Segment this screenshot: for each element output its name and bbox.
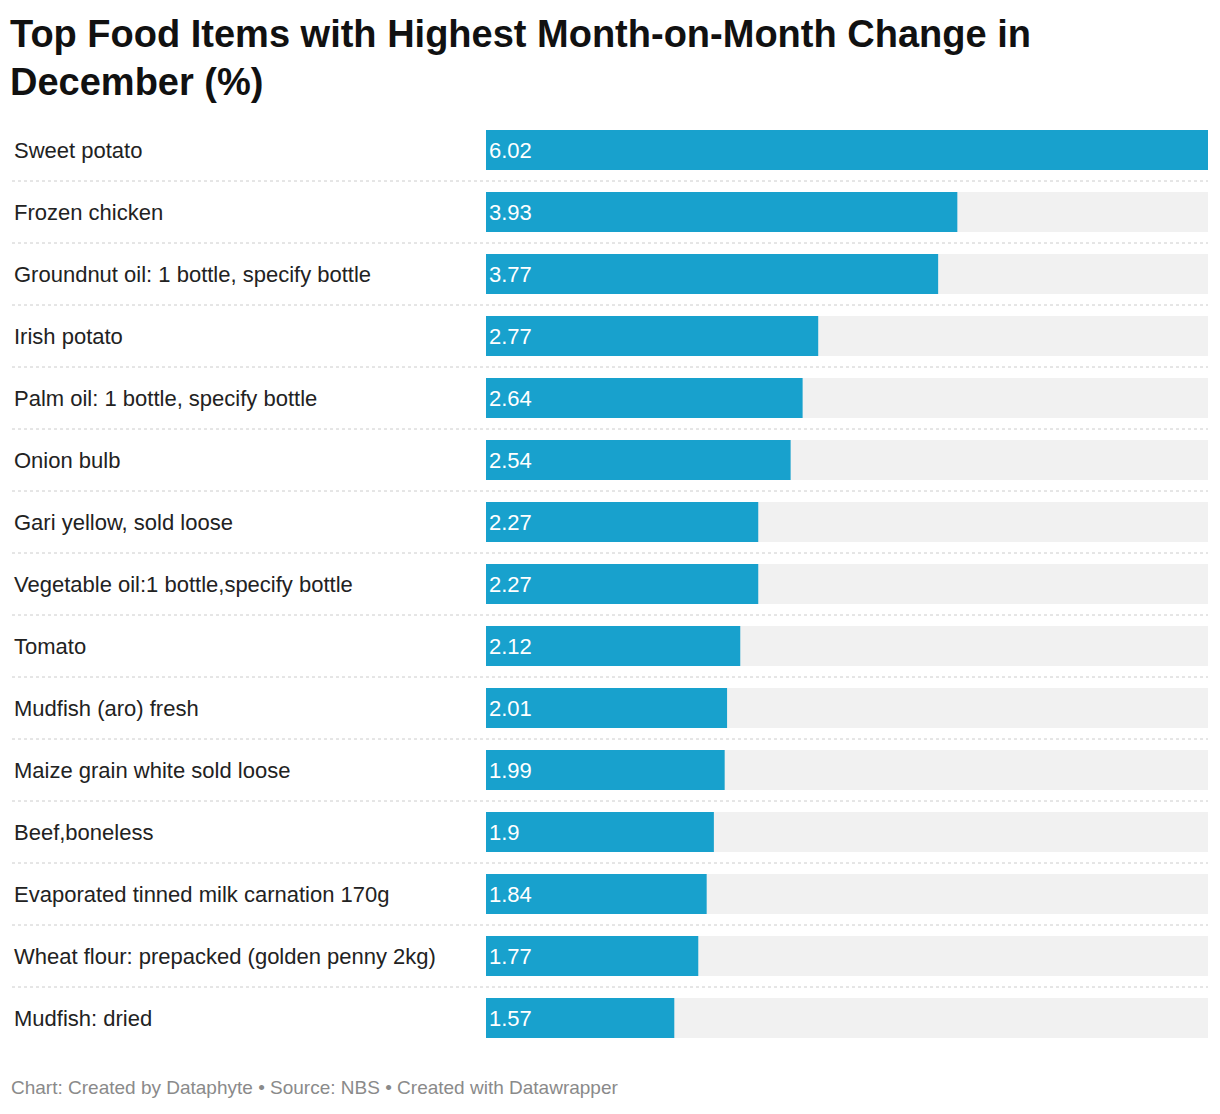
svg-text:Mudfish (aro) fresh: Mudfish (aro) fresh xyxy=(14,696,199,721)
svg-text:Gari yellow, sold loose: Gari yellow, sold loose xyxy=(14,510,233,535)
svg-text:2.77: 2.77 xyxy=(489,324,532,349)
svg-text:Palm oil: 1 bottle, specify bo: Palm oil: 1 bottle, specify bottle xyxy=(14,386,317,411)
svg-text:Maize grain white sold loose: Maize grain white sold loose xyxy=(14,758,290,783)
svg-text:1.57: 1.57 xyxy=(489,1006,532,1031)
svg-text:2.64: 2.64 xyxy=(489,386,532,411)
html-text:Top Food Items with Highest Mo: Top Food Items with Highest Month-on-Mon… xyxy=(10,13,1031,103)
html-text:Chart: Created by Dataphyte •: Chart: Created by Dataphyte • Source: NB… xyxy=(11,1077,618,1098)
svg-text:Mudfish: dried: Mudfish: dried xyxy=(14,1006,152,1031)
svg-text:2.01: 2.01 xyxy=(489,696,532,721)
svg-text:1.84: 1.84 xyxy=(489,882,532,907)
svg-text:Onion bulb: Onion bulb xyxy=(14,448,120,473)
svg-text:1.77: 1.77 xyxy=(489,944,532,969)
svg-text:2.12: 2.12 xyxy=(489,634,532,659)
svg-text:1.99: 1.99 xyxy=(489,758,532,783)
svg-text:Tomato: Tomato xyxy=(14,634,86,659)
svg-text:2.27: 2.27 xyxy=(489,572,532,597)
svg-text:2.54: 2.54 xyxy=(489,448,532,473)
svg-text:Sweet potato: Sweet potato xyxy=(14,138,142,163)
svg-text:3.93: 3.93 xyxy=(489,200,532,225)
svg-text:Frozen chicken: Frozen chicken xyxy=(14,200,163,225)
svg-text:Wheat flour: prepacked (golden: Wheat flour: prepacked (golden penny 2kg… xyxy=(14,944,436,969)
svg-text:Vegetable oil:1 bottle,specify: Vegetable oil:1 bottle,specify bottle xyxy=(14,572,353,597)
svg-text:2.27: 2.27 xyxy=(489,510,532,535)
svg-text:Evaporated tinned milk carnati: Evaporated tinned milk carnation 170g xyxy=(14,882,389,907)
svg-text:Groundnut oil: 1 bottle, speci: Groundnut oil: 1 bottle, specify bottle xyxy=(14,262,371,287)
svg-text:1.9: 1.9 xyxy=(489,820,520,845)
svg-text:6.02: 6.02 xyxy=(489,138,532,163)
svg-text:3.77: 3.77 xyxy=(489,262,532,287)
svg-text:Irish potato: Irish potato xyxy=(14,324,123,349)
svg-text:Beef,boneless: Beef,boneless xyxy=(14,820,153,845)
